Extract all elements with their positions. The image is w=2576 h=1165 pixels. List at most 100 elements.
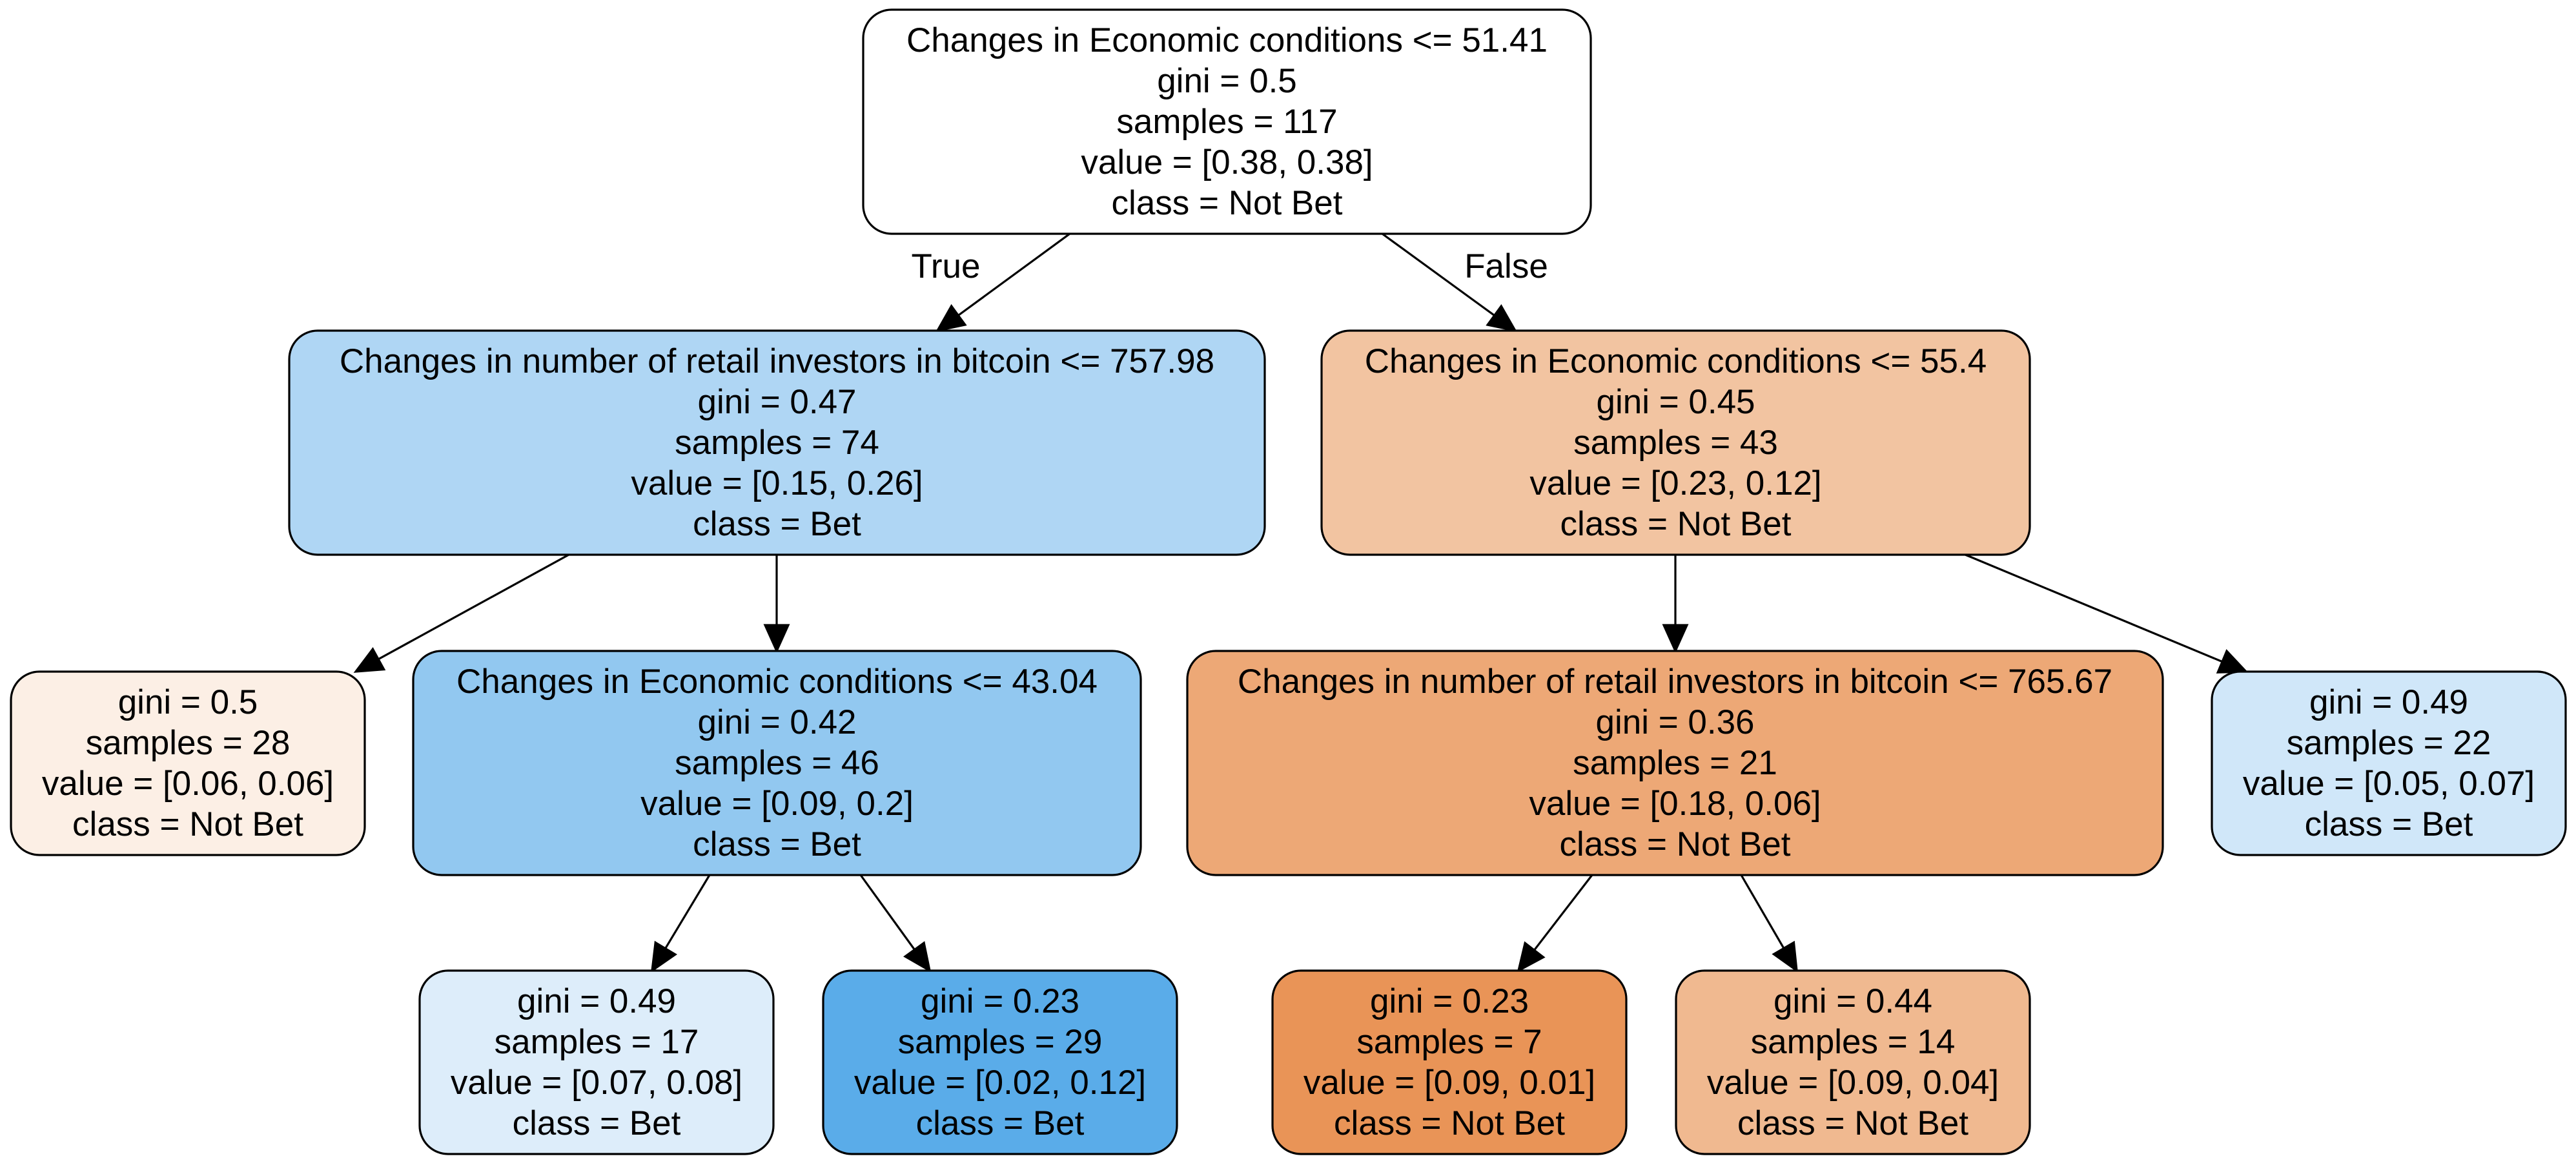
- edge-label-true: True: [911, 247, 980, 285]
- node-class: class = Not Bet: [1112, 184, 1343, 222]
- node-samples: samples = 21: [1573, 744, 1777, 782]
- node-box: [418, 969, 775, 1155]
- node-box: [2211, 670, 2567, 856]
- edge-line: [664, 874, 711, 949]
- arrowhead-icon: [1486, 304, 1518, 333]
- node-samples: samples = 43: [1573, 424, 1778, 462]
- edge-line: [378, 553, 569, 661]
- tree-node-n3: Changes in Economic conditions <= 43.04g…: [412, 650, 1142, 876]
- node-gini: gini = 0.5: [118, 683, 258, 721]
- edge-n0-n1: True: [911, 232, 1070, 333]
- node-samples: samples = 17: [495, 1023, 699, 1061]
- node-value: value = [0.15, 0.26]: [631, 464, 923, 502]
- node-samples: samples = 22: [2287, 724, 2491, 762]
- node-split-condition: Changes in Economic conditions <= 43.04: [456, 663, 1098, 701]
- node-class: class = Bet: [513, 1104, 681, 1142]
- node-value: value = [0.07, 0.08]: [451, 1064, 742, 1102]
- node-class: class = Bet: [916, 1104, 1085, 1142]
- edges-layer: True False: [353, 232, 2249, 973]
- arrowhead-icon: [1772, 940, 1798, 973]
- node-value: value = [0.05, 0.07]: [2243, 765, 2535, 803]
- node-gini: gini = 0.49: [517, 982, 676, 1020]
- node-box: [1186, 650, 2164, 876]
- node-box: [10, 670, 366, 856]
- node-box: [862, 8, 1592, 235]
- edge-line: [1965, 553, 2223, 663]
- node-samples: samples = 29: [898, 1023, 1103, 1061]
- edge-n0-n6: False: [1382, 232, 1548, 333]
- node-gini: gini = 0.45: [1596, 383, 1755, 421]
- edge-line: [1382, 232, 1495, 316]
- edge-line: [859, 874, 915, 951]
- node-gini: gini = 0.23: [1370, 982, 1529, 1020]
- node-gini: gini = 0.49: [2309, 683, 2468, 721]
- edge-line: [1533, 874, 1593, 951]
- node-box: [822, 969, 1178, 1155]
- tree-node-n1: Changes in number of retail investors in…: [288, 329, 1266, 556]
- node-split-condition: Changes in number of retail investors in…: [340, 342, 1214, 380]
- nodes-layer: Changes in Economic conditions <= 51.41g…: [10, 8, 2567, 1155]
- node-class: class = Not Bet: [1560, 825, 1791, 863]
- node-split-condition: Changes in Economic conditions <= 51.41: [906, 21, 1548, 59]
- node-class: class = Not Bet: [1560, 505, 1792, 543]
- node-samples: samples = 74: [675, 424, 879, 462]
- arrowhead-icon: [650, 940, 677, 973]
- node-value: value = [0.06, 0.06]: [42, 765, 334, 803]
- node-class: class = Not Bet: [1334, 1104, 1565, 1142]
- node-class: class = Not Bet: [72, 805, 303, 843]
- tree-node-n0: Changes in Economic conditions <= 51.41g…: [862, 8, 1592, 235]
- edge-line: [957, 232, 1070, 316]
- node-class: class = Bet: [693, 505, 861, 543]
- node-value: value = [0.09, 0.04]: [1707, 1064, 1999, 1102]
- edge-line: [1740, 874, 1785, 949]
- arrowhead-icon: [903, 941, 932, 973]
- edge-label-false: False: [1464, 247, 1548, 285]
- edge-n7-n8: [1517, 874, 1593, 973]
- node-gini: gini = 0.42: [697, 703, 856, 741]
- node-samples: samples = 46: [675, 744, 879, 782]
- node-box: [1271, 969, 1628, 1155]
- node-value: value = [0.02, 0.12]: [854, 1064, 1146, 1102]
- node-value: value = [0.09, 0.2]: [640, 785, 914, 823]
- node-value: value = [0.23, 0.12]: [1529, 464, 1821, 502]
- tree-node-n7: Changes in number of retail investors in…: [1186, 650, 2164, 876]
- node-split-condition: Changes in Economic conditions <= 55.4: [1365, 342, 1987, 380]
- node-samples: samples = 14: [1751, 1023, 1956, 1061]
- edge-n6-n7: [1662, 555, 1689, 654]
- edge-n7-n9: [1740, 874, 1798, 973]
- node-gini: gini = 0.44: [1774, 982, 1932, 1020]
- node-class: class = Bet: [2305, 805, 2473, 843]
- node-gini: gini = 0.47: [697, 383, 856, 421]
- arrowhead-icon: [1517, 941, 1546, 973]
- arrowhead-icon: [935, 304, 967, 333]
- node-gini: gini = 0.23: [921, 982, 1079, 1020]
- node-samples: samples = 117: [1116, 103, 1337, 141]
- node-gini: gini = 0.5: [1157, 62, 1297, 100]
- node-value: value = [0.18, 0.06]: [1529, 785, 1821, 823]
- node-box: [1675, 969, 2031, 1155]
- node-value: value = [0.09, 0.01]: [1303, 1064, 1595, 1102]
- edge-n1-n3: [763, 555, 790, 654]
- tree-node-n6: Changes in Economic conditions <= 55.4gi…: [1320, 329, 2031, 556]
- arrowhead-icon: [353, 647, 386, 673]
- edge-n3-n4: [650, 874, 711, 973]
- edge-n1-n2: [353, 553, 569, 673]
- node-gini: gini = 0.36: [1595, 703, 1754, 741]
- node-split-condition: Changes in number of retail investors in…: [1238, 663, 2112, 701]
- node-box: [412, 650, 1142, 876]
- edge-n3-n5: [859, 874, 932, 973]
- node-samples: samples = 7: [1356, 1023, 1542, 1061]
- node-value: value = [0.38, 0.38]: [1081, 143, 1373, 181]
- node-class: class = Not Bet: [1737, 1104, 1968, 1142]
- node-box: [288, 329, 1266, 556]
- arrowhead-icon: [763, 624, 790, 654]
- arrowhead-icon: [1662, 624, 1689, 654]
- node-samples: samples = 28: [86, 724, 291, 762]
